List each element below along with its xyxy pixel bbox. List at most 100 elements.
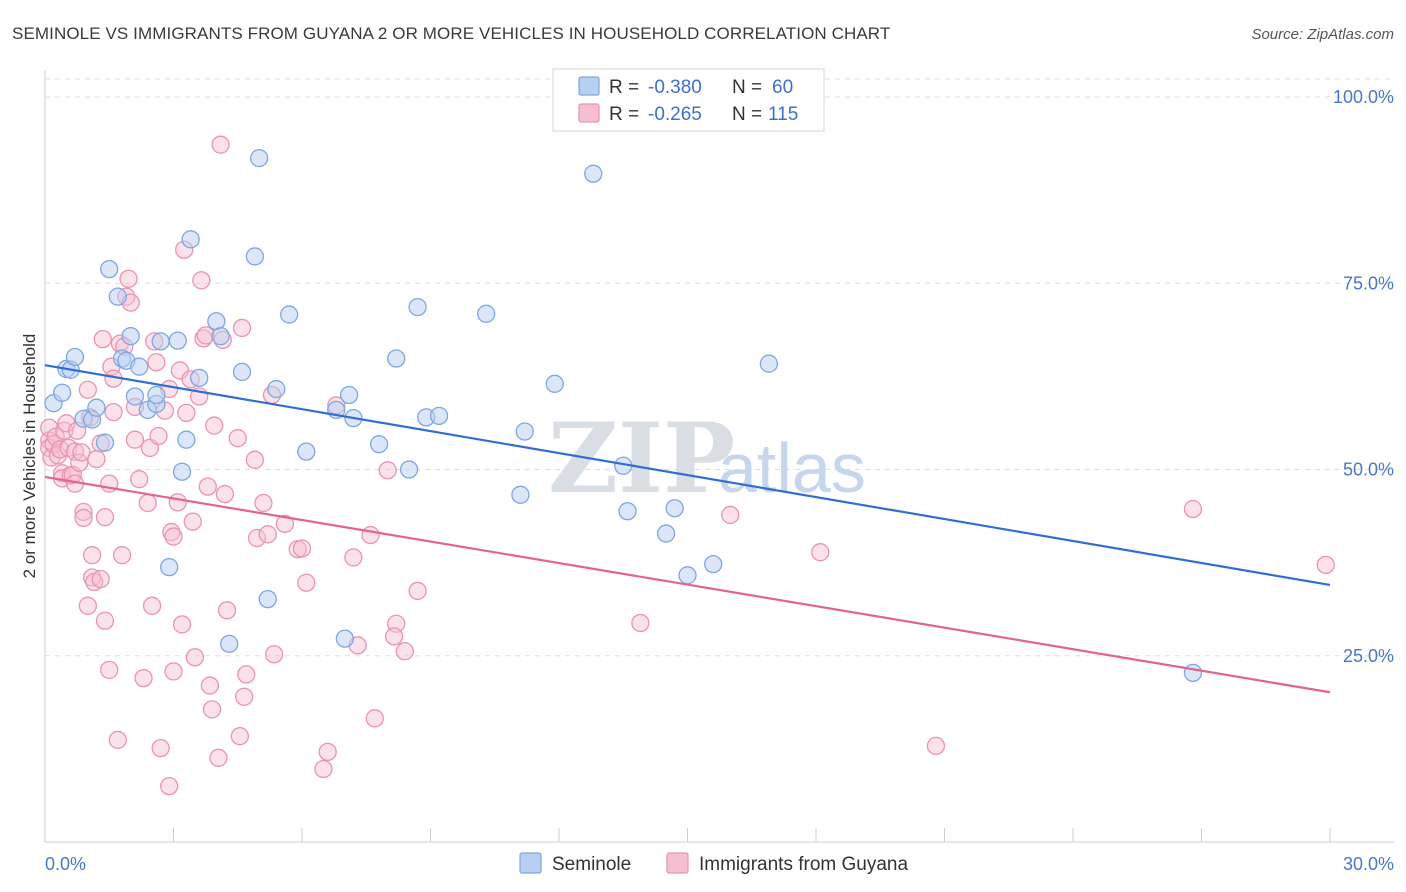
seminole-point — [151, 332, 170, 351]
guyana-point — [91, 569, 110, 589]
y-tick-label: 75.0% — [1343, 273, 1394, 293]
seminole-point — [190, 368, 209, 388]
seminole-point — [387, 349, 406, 368]
guyana-point — [108, 730, 127, 750]
seminole-point — [618, 502, 637, 521]
guyana-point — [82, 546, 102, 565]
seminole-point — [87, 398, 106, 417]
guyana-point — [247, 528, 267, 548]
stats-legend: R = -0.380 N = 60 R = -0.265 N = 115 — [552, 68, 825, 132]
guyana-point — [230, 727, 250, 746]
legend-r-label-1: R = — [609, 77, 639, 98]
y-tick-label: 50.0% — [1343, 460, 1394, 480]
seminole-point — [181, 230, 200, 249]
guyana-point — [185, 648, 205, 667]
guyana-point — [1183, 499, 1203, 519]
legend-r-value-guyana: -0.265 — [648, 104, 702, 125]
guyana-point — [78, 596, 97, 615]
series-seminole-points — [44, 148, 1203, 683]
guyana-point — [217, 601, 237, 620]
guyana-point — [72, 443, 91, 462]
seminole-point — [245, 247, 265, 266]
seminole-point — [656, 524, 676, 543]
watermark-zip: ZIP — [548, 402, 735, 515]
seminole-point — [408, 297, 427, 317]
seminole-point — [52, 383, 72, 402]
guyana-point — [93, 329, 112, 349]
guyana-point — [112, 546, 132, 565]
guyana-point — [87, 449, 106, 469]
seminole-point — [160, 557, 179, 577]
legend-n-value-guyana: 115 — [768, 104, 798, 125]
chart-title: SEMINOLE VS IMMIGRANTS FROM GUYANA 2 OR … — [12, 24, 890, 43]
seminole-point — [678, 566, 697, 585]
seminole-point — [369, 435, 389, 454]
x-tick-label-max: 30.0% — [1343, 854, 1394, 874]
seminole-point — [704, 554, 723, 574]
legend-swatch-guyana — [578, 103, 600, 123]
bottom-legend-swatch-seminole — [519, 852, 542, 874]
guyana-point — [258, 525, 277, 544]
guyana-point — [130, 470, 149, 489]
guyana-point — [384, 627, 404, 646]
guyana-point — [318, 742, 337, 762]
guyana-point — [297, 573, 316, 592]
seminole-point — [168, 331, 187, 350]
seminole-point — [177, 430, 196, 449]
seminole-point — [250, 148, 269, 168]
guyana-point — [104, 402, 123, 422]
seminole-point — [95, 433, 115, 452]
guyana-point — [211, 135, 230, 154]
guyana-point — [172, 615, 192, 634]
guyana-point — [147, 353, 166, 372]
seminole-point — [759, 354, 779, 373]
guyana-point — [232, 318, 252, 338]
guyana-point — [55, 421, 74, 440]
watermark-atlas: atlas — [718, 429, 866, 507]
guyana-point — [119, 269, 138, 288]
guyana-point — [228, 429, 247, 448]
bottom-legend-label-seminole: Seminole — [552, 854, 631, 875]
guyana-point — [65, 442, 85, 461]
guyana-point — [164, 662, 183, 681]
chart-source: Source: ZipAtlas.com — [1251, 26, 1394, 43]
seminole-trend-line — [44, 364, 1331, 587]
guyana-point — [142, 596, 162, 615]
guyana-point — [245, 450, 265, 469]
seminole-point — [130, 357, 149, 376]
y-tick-labels: 25.0% 50.0% 75.0% 100.0% — [1333, 87, 1394, 666]
guyana-point — [164, 527, 183, 546]
trend-lines — [44, 364, 1331, 694]
legend-r-label-2: R = — [609, 104, 639, 125]
guyana-point — [235, 687, 254, 706]
guyana-point — [151, 738, 170, 758]
seminole-point — [232, 362, 252, 382]
guyana-point — [361, 525, 380, 545]
guyana-point — [254, 493, 273, 513]
guyana-point — [365, 709, 384, 728]
guyana-point — [160, 776, 179, 796]
guyana-point — [74, 508, 93, 528]
guyana-point — [202, 700, 222, 719]
guyana-point — [168, 493, 187, 512]
guyana-point — [78, 380, 97, 399]
seminole-point — [339, 385, 359, 405]
seminole-point — [220, 634, 239, 653]
guyana-point — [74, 502, 93, 522]
seminole-point — [125, 387, 145, 406]
legend-swatch-seminole — [578, 76, 600, 96]
seminole-point — [665, 499, 684, 518]
y-tick-label: 25.0% — [1343, 646, 1394, 666]
seminole-point — [399, 460, 419, 479]
guyana-point — [177, 403, 196, 423]
bottom-legend-label-guyana: Immigrants from Guyana — [699, 854, 908, 875]
legend-n-value-seminole: 60 — [772, 77, 793, 98]
guyana-point — [215, 484, 235, 504]
x-tick-marks — [44, 828, 1331, 842]
bottom-legend-swatch-guyana — [666, 852, 689, 874]
guyana-point — [378, 461, 397, 480]
guyana-point — [138, 493, 157, 513]
seminole-point — [511, 485, 530, 504]
seminole-point — [515, 422, 534, 441]
